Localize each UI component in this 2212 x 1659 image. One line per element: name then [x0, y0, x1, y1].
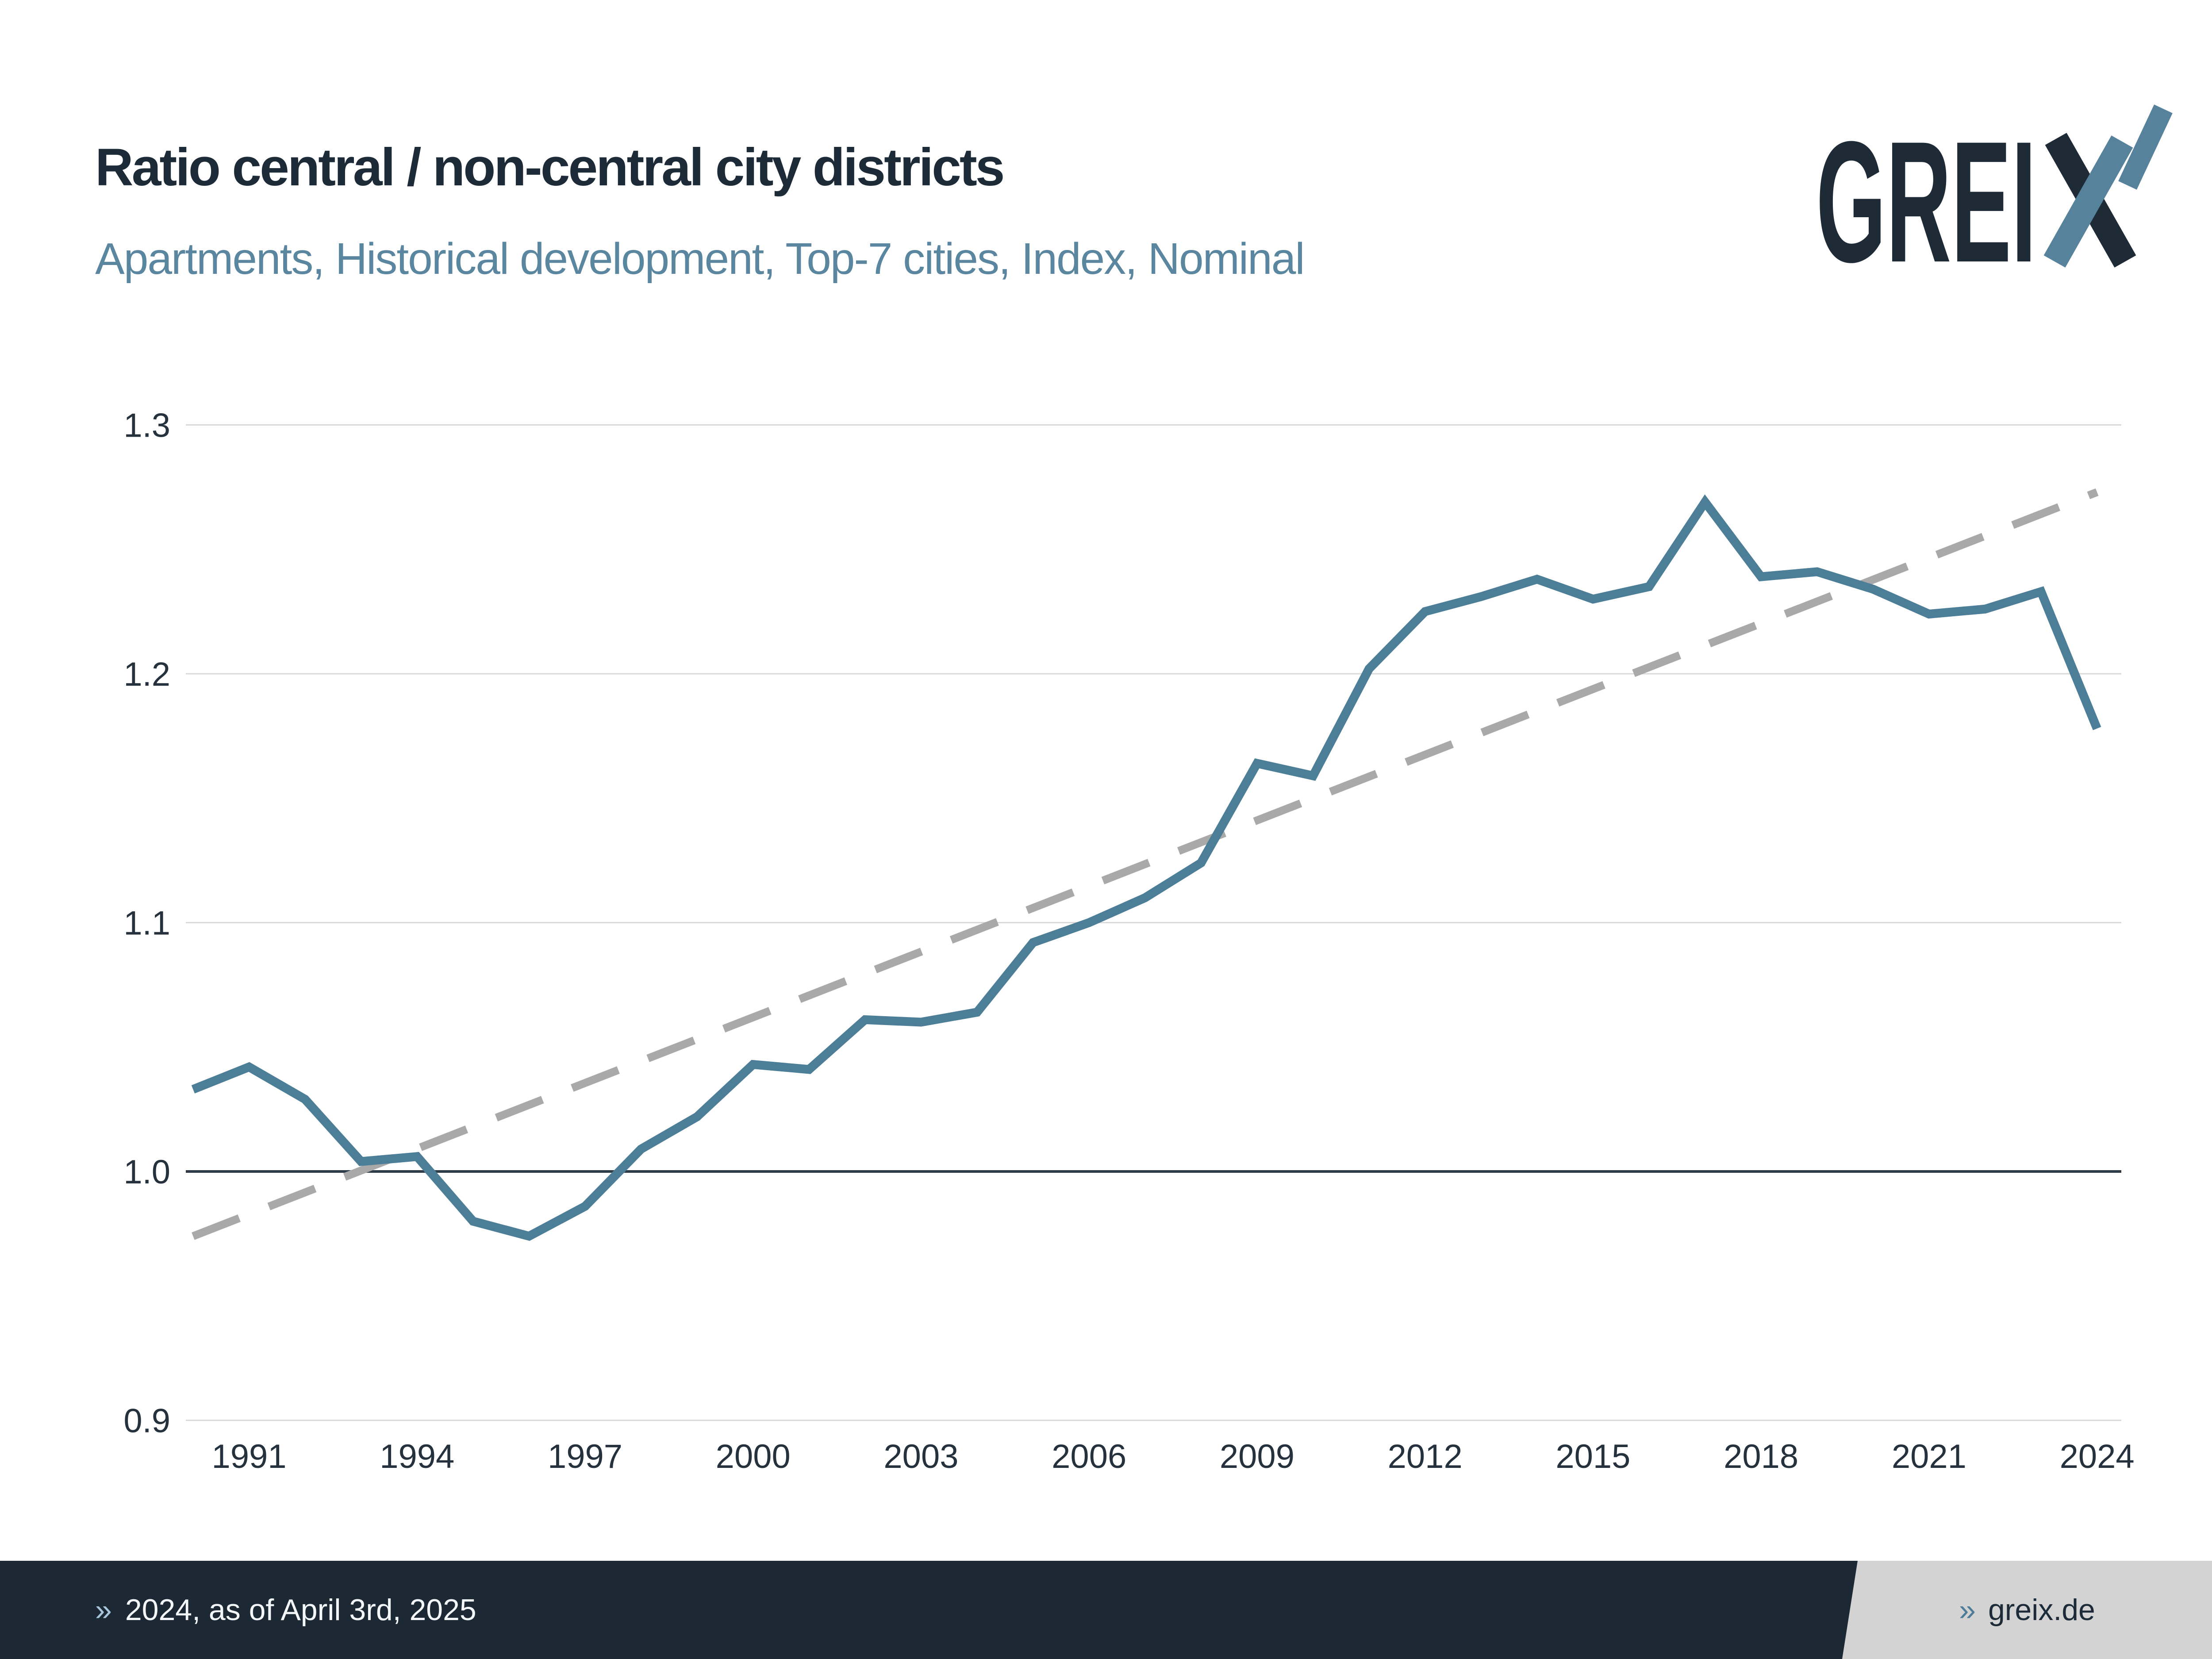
x-tick-label: 2018 — [1724, 1438, 1798, 1475]
logo-text: GREI — [1816, 105, 2036, 298]
logo-x-slash — [2043, 135, 2133, 268]
x-tick-label: 1991 — [211, 1438, 286, 1475]
x-tick-label: 2006 — [1052, 1438, 1126, 1475]
footer-url-text: greix.de — [1988, 1593, 2095, 1627]
greix-logo: GREI — [1816, 104, 2173, 298]
y-tick-labels: 0.9 1.0 1.1 1.2 1.3 — [123, 407, 170, 1440]
y-gridlines — [186, 424, 2121, 1421]
footer-bar: » 2024, as of April 3rd, 2025 » greix.de — [0, 1561, 2212, 1659]
x-tick-label: 1994 — [380, 1438, 454, 1475]
page-title: Ratio central / non-central city distric… — [95, 138, 1005, 197]
logo-prime-slash-icon — [2118, 104, 2173, 190]
y-tick-label: 1.0 — [123, 1153, 170, 1191]
footer-website-link[interactable]: » greix.de — [1842, 1561, 2212, 1659]
y-tick-label: 1.3 — [123, 407, 170, 445]
ratio-series-line — [191, 494, 2101, 1241]
x-tick-label: 2009 — [1220, 1438, 1294, 1475]
y-tick-label: 1.2 — [123, 656, 170, 693]
x-tick-label: 2021 — [1892, 1438, 1966, 1475]
x-tick-label: 2000 — [716, 1438, 791, 1475]
page-subtitle: Apartments, Historical development, Top-… — [95, 234, 1305, 284]
x-tick-label: 2024 — [2060, 1438, 2135, 1475]
x-tick-label: 1997 — [548, 1438, 622, 1475]
y-tick-label: 1.1 — [123, 905, 170, 942]
x-tick-label: 2015 — [1555, 1438, 1630, 1475]
footer-source-note: » 2024, as of April 3rd, 2025 — [95, 1561, 476, 1659]
x-tick-label: 2003 — [883, 1438, 958, 1475]
y-tick-label: 0.9 — [123, 1402, 170, 1440]
trend-dashed-line — [192, 488, 2099, 1240]
chevron-right-icon: » — [95, 1593, 112, 1627]
footer-date-text: 2024, as of April 3rd, 2025 — [125, 1593, 476, 1627]
x-tick-labels: 1991 1994 1997 2000 2003 2006 2009 2012 2015 2018… — [211, 1438, 2134, 1475]
x-tick-label: 2012 — [1388, 1438, 1463, 1475]
chevron-right-icon: » — [1959, 1593, 1976, 1627]
